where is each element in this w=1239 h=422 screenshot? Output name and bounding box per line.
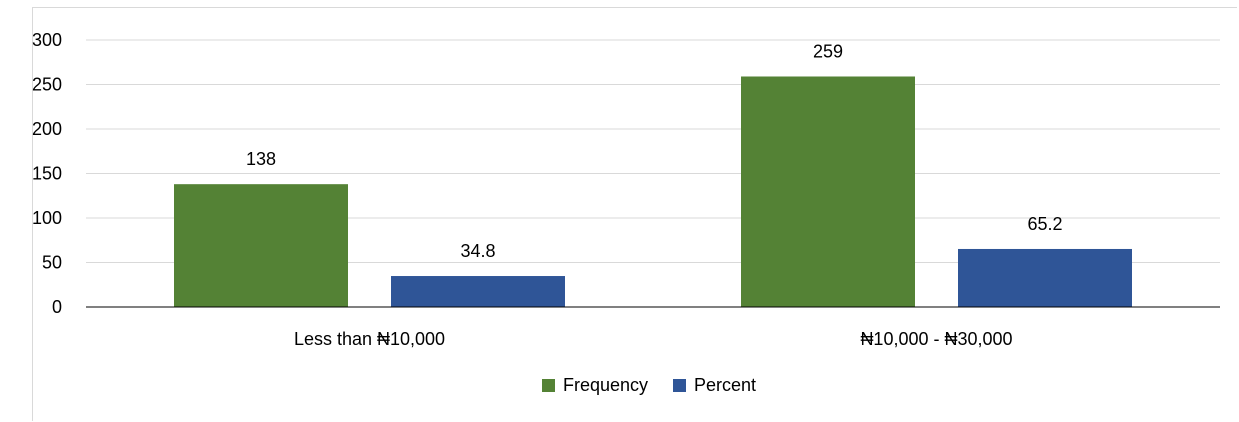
- legend-swatch-frequency: [542, 379, 555, 392]
- bar-frequency: [741, 76, 915, 308]
- gridlines: [86, 39, 1220, 263]
- data-label: 259: [813, 41, 843, 61]
- legend-label-frequency: Frequency: [563, 375, 648, 395]
- chart-border: [32, 7, 1237, 421]
- x-axis-categories: Less than ₦10,000 ₦10,000 - ₦30,000: [294, 329, 1013, 349]
- y-tick-label: 50: [42, 253, 62, 273]
- bars: [174, 76, 1132, 308]
- data-label: 138: [246, 149, 276, 169]
- y-tick-label: 150: [32, 164, 62, 184]
- legend-label-percent: Percent: [694, 375, 756, 395]
- data-labels: 138 34.8 259 65.2: [246, 41, 1063, 261]
- legend-swatch-percent: [673, 379, 686, 392]
- x-category-label: ₦10,000 - ₦30,000: [860, 329, 1012, 349]
- bar-frequency: [174, 184, 348, 307]
- legend: Frequency Percent: [542, 375, 756, 395]
- bar-percent: [958, 248, 1132, 307]
- y-tick-label: 250: [32, 75, 62, 95]
- data-label: 34.8: [460, 241, 495, 261]
- data-label: 65.2: [1027, 214, 1062, 234]
- y-axis-ticks: 0 50 100 150 200 250 300: [32, 30, 62, 317]
- y-tick-label: 200: [32, 119, 62, 139]
- y-tick-label: 300: [32, 30, 62, 50]
- y-tick-label: 100: [32, 208, 62, 228]
- x-category-label: Less than ₦10,000: [294, 329, 445, 349]
- bar-percent: [391, 276, 565, 307]
- y-tick-label: 0: [52, 297, 62, 317]
